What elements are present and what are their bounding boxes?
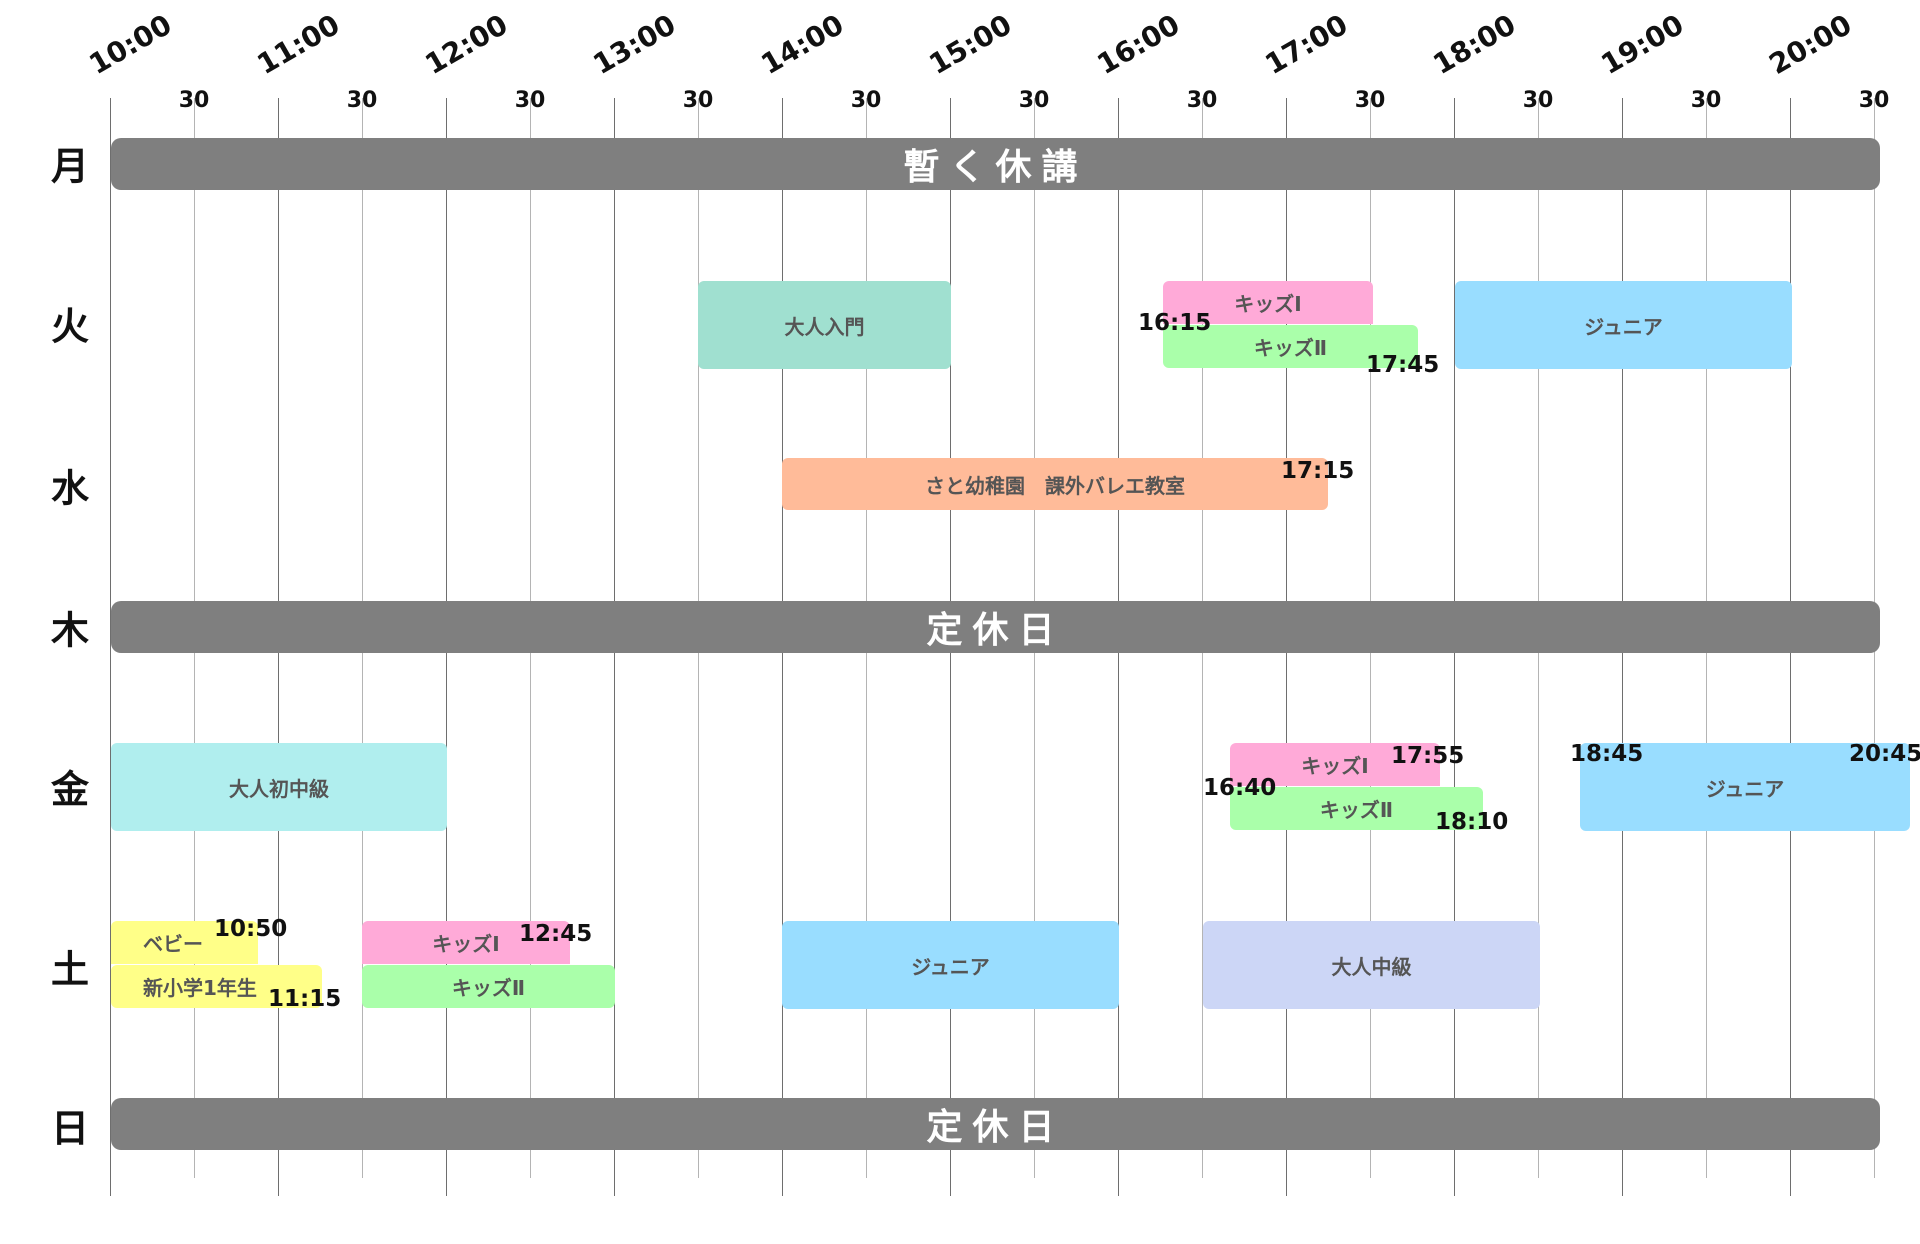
class-block-tue-adult-intro[interactable]: 大人入門 [698,281,951,369]
time-label-sat-baby-end: 10:50 [214,916,288,942]
half-label-1030: 30 [178,88,210,113]
class-block-wed-kindergarten[interactable]: さと幼稚園 課外バレエ教室 [782,458,1328,510]
class-block-sat-baby[interactable]: ベビー [111,921,258,964]
gridline-1000 [110,98,111,1196]
hour-label-1000: 10:00 [83,7,178,82]
class-block-sat-kids1[interactable]: キッズⅠ [362,921,570,964]
hour-label-1400: 14:00 [755,7,850,82]
half-label-1430: 30 [850,88,882,113]
hour-label-1500: 15:00 [923,7,1018,82]
class-block-sat-adult-mid[interactable]: 大人中級 [1203,921,1540,1009]
closed-bar-sun: 定休日 [111,1098,1880,1150]
class-block-sat-junior[interactable]: ジュニア [782,921,1119,1009]
hour-label-1700: 17:00 [1259,7,1354,82]
time-label-sat-grade1-end: 11:15 [268,986,342,1012]
day-label-thu: 木 [50,608,89,653]
hour-label-2000: 20:00 [1763,7,1858,82]
half-label-1930: 30 [1690,88,1722,113]
hour-label-1200: 12:00 [419,7,514,82]
day-label-mon: 月 [50,144,89,189]
time-label-fri-kids-start: 16:40 [1203,775,1277,801]
class-block-tue-junior[interactable]: ジュニア [1455,281,1792,369]
half-label-1730: 30 [1354,88,1386,113]
hour-label-1100: 11:00 [251,7,346,82]
time-label-sat-kids1-end: 12:45 [519,921,593,947]
class-block-fri-junior[interactable]: ジュニア [1580,743,1910,831]
time-label-tue-kids-start: 16:15 [1138,310,1212,336]
class-block-fri-adult-beg-mid[interactable]: 大人初中級 [111,743,447,831]
hour-label-1600: 16:00 [1091,7,1186,82]
closed-bar-mon: 暫く休講 [111,138,1880,190]
hour-label-1900: 19:00 [1595,7,1690,82]
half-label-1830: 30 [1522,88,1554,113]
time-label-fri-junior-start: 18:45 [1570,741,1644,767]
time-label-fri-junior-end: 20:45 [1849,741,1920,767]
day-label-sat: 土 [50,947,89,992]
half-label-2030: 30 [1858,88,1890,113]
time-label-fri-kids1-end: 17:55 [1391,743,1465,769]
hour-label-1800: 18:00 [1427,7,1522,82]
class-block-sat-kids2[interactable]: キッズⅡ [362,965,615,1008]
class-block-tue-kids1[interactable]: キッズⅠ [1163,281,1373,324]
closed-bar-thu: 定休日 [111,601,1880,653]
half-label-1330: 30 [682,88,714,113]
hour-label-1300: 13:00 [587,7,682,82]
class-block-fri-kids2[interactable]: キッズⅡ [1230,787,1483,830]
half-label-1130: 30 [346,88,378,113]
time-label-tue-kids2-end: 17:45 [1366,352,1440,378]
class-block-sat-grade1[interactable]: 新小学1年生 [111,965,322,1008]
day-label-fri: 金 [50,767,89,812]
half-label-1230: 30 [514,88,546,113]
day-label-tue: 火 [50,304,89,349]
half-label-1630: 30 [1186,88,1218,113]
half-label-1530: 30 [1018,88,1050,113]
day-label-sun: 日 [50,1106,89,1151]
time-label-fri-kids2-end: 18:10 [1435,809,1509,835]
day-label-wed: 水 [50,466,89,511]
class-block-tue-kids2[interactable]: キッズⅡ [1163,325,1418,368]
time-label-wed-end: 17:15 [1281,458,1355,484]
class-block-fri-kids1[interactable]: キッズⅠ [1230,743,1440,786]
